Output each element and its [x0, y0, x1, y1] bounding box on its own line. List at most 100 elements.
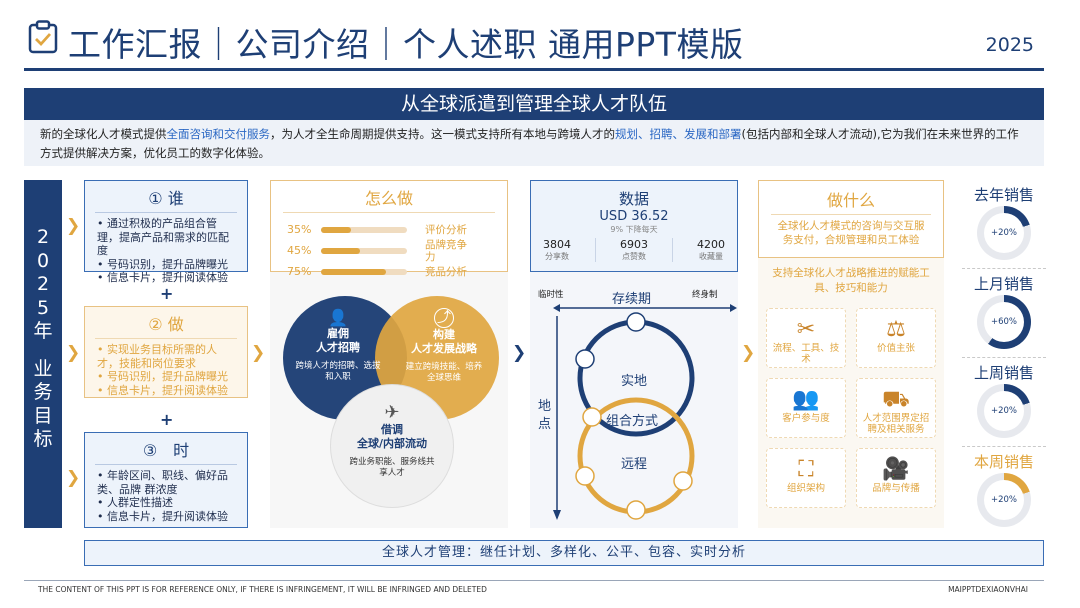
sales-title: 上周销售: [973, 364, 1034, 382]
progress-label: 竞品分析: [425, 265, 467, 278]
how-bars: 35% 评价分析 45% 品牌竞争力 75% 竞品分析: [271, 219, 507, 282]
build-desc: 建立跨境技能、培养全球思维: [405, 362, 483, 383]
sales-value: +20%: [984, 480, 1024, 520]
node-icon: [626, 500, 646, 520]
tool-label: 客户参与度: [782, 413, 830, 424]
hire-desc: 跨境人才的招聘、选拔和入职: [295, 361, 381, 382]
divider: [595, 238, 596, 262]
camera-icon: 🎥: [882, 457, 910, 482]
divider: [962, 357, 1046, 358]
do-title: ② 做: [148, 315, 184, 334]
data-sub: 9% 下降每天: [610, 225, 658, 234]
do-list: 实现业务目标所需的人才，技能和岗位要求 号码识别，提升品牌曝光 信息卡片，提升阅…: [85, 343, 247, 397]
list-item: 号码识别，提升品牌曝光: [97, 258, 237, 272]
progress-track: [321, 247, 407, 254]
plus-sign: +: [160, 410, 174, 429]
clipboard-check-icon: [28, 20, 58, 54]
stat-value: 3804: [543, 238, 571, 251]
progress-row: 45% 品牌竞争力: [271, 239, 507, 263]
progress-percent: 45%: [287, 244, 312, 257]
truck-icon: ⛟: [882, 387, 910, 412]
progress-track: [321, 268, 407, 275]
progress-percent: 35%: [287, 223, 312, 236]
goal-char: 2: [36, 273, 50, 295]
divider: [95, 464, 237, 465]
intro-text-3: (包括内部和全球人才流动),它为我们在未来世界的工作方式提供解决方案，优化员工的…: [40, 127, 1019, 160]
page-title: 工作汇报｜公司介绍｜个人述职 通用PPT模版: [68, 25, 744, 64]
hire-title: 雇佣 人才招聘: [316, 327, 360, 354]
ring-mid-label: 组合方式: [606, 414, 659, 429]
sales-value: +20%: [984, 213, 1024, 253]
brand-text: MAIPPTDEXIAONVHAI: [948, 585, 1028, 594]
sales-gauge: +20%: [977, 384, 1031, 438]
year-label: 2025: [985, 34, 1034, 56]
second-desc: 跨业务职能、服务线共享人才: [349, 457, 435, 478]
what-sub: 支持全球化人才战略推进的赋能工具、技巧和能力: [772, 267, 930, 294]
intro-highlight-2: 规划、招聘、发展和部署: [615, 127, 742, 141]
stat-share: 3804 分享数: [543, 238, 571, 262]
tool-label: 组织架构: [786, 483, 825, 494]
what-desc: 全球化人才模式的咨询与交互服务支付，合规管理和员工体验: [777, 220, 925, 246]
node-icon: [575, 349, 595, 369]
who-card: ① 谁 通过积极的产品组合管理，提高产品和需求的匹配度 号码识别，提升品牌曝光 …: [84, 180, 248, 284]
goal-char: 5: [36, 296, 50, 319]
chevron-right-icon: ❯: [251, 343, 266, 363]
goal-bar: 2 0 2 5 年 业 务 目 标: [24, 180, 62, 528]
node-icon: [575, 466, 595, 486]
list-item: 通过积极的产品组合管理，提高产品和需求的匹配度: [97, 217, 237, 258]
people-icon: 👥: [792, 387, 820, 412]
stat-value: 4200: [697, 238, 725, 251]
when-card: ③ 时 年龄区间、职线、偏好品类、品牌 群浓度 人群定性描述 信息卡片，提升阅读…: [84, 432, 248, 528]
goal-char: 2: [36, 226, 50, 248]
progress-row: 35% 评价分析: [271, 219, 507, 240]
stat-value: 6903: [620, 238, 648, 251]
stat-label: 分享数: [545, 252, 569, 261]
divider: [962, 446, 1046, 447]
wrench-icon: ✂: [796, 317, 816, 342]
list-item: 信息卡片，提升阅读体验: [97, 271, 237, 285]
build-title: 构建 人才发展战略: [411, 328, 477, 355]
data-card: 数据 USD 36.52 9% 下降每天 3804 分享数 6903 点赞数 420…: [530, 180, 738, 272]
growth-icon: ⤴: [434, 308, 454, 328]
axis-v-label: 地点: [538, 399, 552, 432]
sales-item: 去年销售 +20%: [962, 184, 1046, 273]
divider: [672, 238, 673, 262]
axis-left-label: 临时性: [538, 290, 564, 300]
progress-label: 评价分析: [425, 223, 467, 236]
divider: [95, 338, 237, 339]
axis-arrow: [553, 304, 560, 312]
airplane-icon: ✈: [384, 402, 400, 423]
do-card: ② 做 实现业务目标所需的人才，技能和岗位要求 号码识别，提升品牌曝光 信息卡片…: [84, 306, 248, 398]
what-title: 做什么: [826, 191, 875, 210]
second-circle: [330, 384, 454, 508]
goal-char: 业: [33, 357, 53, 380]
who-title: ① 谁: [148, 189, 184, 208]
chevron-right-icon: ❯: [66, 343, 81, 363]
tool-card: ⛶ 组织架构: [766, 448, 846, 508]
footer-banner: 全球人才管理：继任计划、多样化、公平、包容、实时分析: [84, 540, 1044, 566]
stat-label: 收藏量: [699, 252, 723, 261]
section-banner: 从全球派遣到管理全球人才队伍: [24, 88, 1044, 120]
chevron-right-icon: ❯: [741, 343, 756, 363]
list-item: 年龄区间、职线、偏好品类、品牌 群浓度: [97, 469, 237, 496]
second-content: ✈ 借调 全球/内部流动 跨业务职能、服务线共享人才: [340, 402, 444, 479]
scale-icon: ⚖: [886, 317, 906, 342]
list-item: 信息卡片，提升阅读体验: [97, 384, 237, 398]
list-item: 实现业务目标所需的人才，技能和岗位要求: [97, 343, 237, 370]
axis-right-label: 终身制: [692, 290, 718, 300]
sales-value: +60%: [984, 302, 1024, 342]
tool-card: ⚖ 价值主张: [856, 308, 936, 368]
how-card: 怎么做 35% 评价分析 45% 品牌竞争力 75% 竞品分析: [270, 180, 508, 278]
goal-char: 务: [33, 381, 53, 403]
tool-label: 人才范围界定招聘及相关服务: [862, 413, 930, 435]
axis-mid-label: 存续期: [612, 292, 652, 307]
sales-item: 本周销售 +20%: [962, 451, 1046, 540]
sales-column: 去年销售 +20% 上月销售 +60% 上周销售 +20% 本周销售 +20%: [962, 184, 1046, 540]
tool-card: ⛟ 人才范围界定招聘及相关服务: [856, 378, 936, 438]
stat-like: 6903 点赞数: [620, 238, 648, 262]
progress-row: 75% 竞品分析: [271, 261, 507, 282]
footer-divider: [24, 580, 1044, 581]
sales-gauge: +20%: [977, 206, 1031, 260]
ring-bottom-label: 远程: [621, 457, 648, 472]
sales-title: 本周销售: [973, 453, 1034, 471]
